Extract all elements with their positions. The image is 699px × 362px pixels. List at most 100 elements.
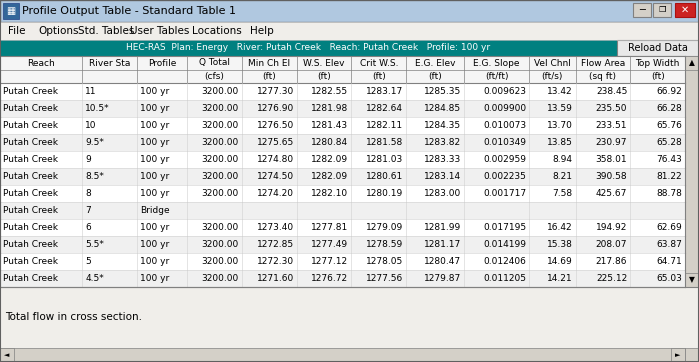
Text: 1279.09: 1279.09 <box>366 223 403 232</box>
Text: W.S. Elev: W.S. Elev <box>303 59 345 67</box>
Text: Top Width: Top Width <box>635 59 680 67</box>
Text: 1276.50: 1276.50 <box>257 121 294 130</box>
Text: ►: ► <box>675 352 681 358</box>
Text: 5: 5 <box>85 257 91 266</box>
Bar <box>0 40 617 56</box>
Text: 16.42: 16.42 <box>547 223 572 232</box>
Bar <box>0 0 699 22</box>
Text: 1281.99: 1281.99 <box>424 223 461 232</box>
Text: Profile Output Table - Standard Table 1: Profile Output Table - Standard Table 1 <box>22 6 236 16</box>
Bar <box>685 56 699 70</box>
Bar <box>0 236 685 253</box>
Text: 66.28: 66.28 <box>656 104 682 113</box>
Text: 233.51: 233.51 <box>596 121 627 130</box>
Text: E.G. Elev: E.G. Elev <box>415 59 455 67</box>
Text: 1284.35: 1284.35 <box>424 121 461 130</box>
Text: 0.011205: 0.011205 <box>483 274 526 283</box>
Bar <box>653 3 671 17</box>
Text: 3200.00: 3200.00 <box>202 138 239 147</box>
Bar <box>0 168 685 185</box>
Text: 8.21: 8.21 <box>553 172 572 181</box>
Text: Putah Creek: Putah Creek <box>3 240 58 249</box>
Text: 8.5*: 8.5* <box>85 172 104 181</box>
Text: Putah Creek: Putah Creek <box>3 274 58 283</box>
Text: 1274.20: 1274.20 <box>257 189 294 198</box>
Text: 15.38: 15.38 <box>547 240 572 249</box>
Text: Locations: Locations <box>192 26 242 36</box>
Text: 81.22: 81.22 <box>656 172 682 181</box>
Bar <box>0 219 685 236</box>
Text: HEC-RAS  Plan: Energy   River: Putah Creek   Reach: Putah Creek   Profile: 100 y: HEC-RAS Plan: Energy River: Putah Creek … <box>126 43 490 52</box>
Text: ❒: ❒ <box>658 5 665 14</box>
Text: 3200.00: 3200.00 <box>202 172 239 181</box>
Text: 235.50: 235.50 <box>596 104 627 113</box>
Text: 1272.85: 1272.85 <box>257 240 294 249</box>
Text: 1278.59: 1278.59 <box>366 240 403 249</box>
Bar <box>0 134 685 151</box>
Text: 3200.00: 3200.00 <box>202 274 239 283</box>
Text: Crit W.S.: Crit W.S. <box>359 59 398 67</box>
Text: 100 yr: 100 yr <box>140 274 169 283</box>
Bar <box>3 3 19 19</box>
Text: Reload Data: Reload Data <box>628 43 688 53</box>
Text: 6: 6 <box>85 223 91 232</box>
Text: 1282.64: 1282.64 <box>366 104 403 113</box>
Text: 3200.00: 3200.00 <box>202 189 239 198</box>
Bar <box>0 117 685 134</box>
Text: 390.58: 390.58 <box>596 172 627 181</box>
Text: 1276.72: 1276.72 <box>311 274 348 283</box>
Text: Bridge: Bridge <box>140 206 169 215</box>
Text: 1278.05: 1278.05 <box>366 257 403 266</box>
Text: 100 yr: 100 yr <box>140 189 169 198</box>
Text: 0.001717: 0.001717 <box>483 189 526 198</box>
Text: 0.014199: 0.014199 <box>483 240 526 249</box>
Bar <box>0 253 685 270</box>
Text: 1283.33: 1283.33 <box>424 155 461 164</box>
Text: Putah Creek: Putah Creek <box>3 189 58 198</box>
Text: Putah Creek: Putah Creek <box>3 121 58 130</box>
Bar <box>0 270 685 287</box>
Text: 13.42: 13.42 <box>547 87 572 96</box>
Bar <box>0 185 685 202</box>
Text: 5.5*: 5.5* <box>85 240 104 249</box>
Text: 1281.58: 1281.58 <box>366 138 403 147</box>
Text: ─: ─ <box>639 5 645 15</box>
Text: Putah Creek: Putah Creek <box>3 87 58 96</box>
Text: (ft/ft): (ft/ft) <box>485 72 508 81</box>
Text: Std. Tables: Std. Tables <box>78 26 134 36</box>
Text: 88.78: 88.78 <box>656 189 682 198</box>
Bar <box>675 3 695 17</box>
Text: 0.017195: 0.017195 <box>483 223 526 232</box>
Text: 14.21: 14.21 <box>547 274 572 283</box>
Text: ▼: ▼ <box>689 275 695 285</box>
Bar <box>0 22 699 40</box>
Text: 64.71: 64.71 <box>656 257 682 266</box>
Text: Q Total: Q Total <box>199 59 230 67</box>
Text: 1274.80: 1274.80 <box>257 155 294 164</box>
Text: 100 yr: 100 yr <box>140 155 169 164</box>
Text: 100 yr: 100 yr <box>140 172 169 181</box>
Text: 1280.47: 1280.47 <box>424 257 461 266</box>
Text: 11: 11 <box>85 87 96 96</box>
Text: 100 yr: 100 yr <box>140 240 169 249</box>
Text: ▦: ▦ <box>6 6 15 16</box>
Bar <box>685 56 699 287</box>
Text: 100 yr: 100 yr <box>140 104 169 113</box>
Text: 7: 7 <box>85 206 91 215</box>
Text: 100 yr: 100 yr <box>140 87 169 96</box>
Bar <box>0 0 699 22</box>
Text: 1282.09: 1282.09 <box>311 172 348 181</box>
Text: Options: Options <box>38 26 78 36</box>
Text: 0.009900: 0.009900 <box>483 104 526 113</box>
Text: 194.92: 194.92 <box>596 223 627 232</box>
Text: 9.5*: 9.5* <box>85 138 104 147</box>
Text: (ft): (ft) <box>317 72 331 81</box>
Text: (ft/s): (ft/s) <box>542 72 563 81</box>
Text: 1280.84: 1280.84 <box>311 138 348 147</box>
Text: 100 yr: 100 yr <box>140 223 169 232</box>
Text: 3200.00: 3200.00 <box>202 257 239 266</box>
Text: 1277.81: 1277.81 <box>311 223 348 232</box>
Bar <box>0 287 699 362</box>
Text: 1281.17: 1281.17 <box>424 240 461 249</box>
Text: 8.94: 8.94 <box>553 155 572 164</box>
